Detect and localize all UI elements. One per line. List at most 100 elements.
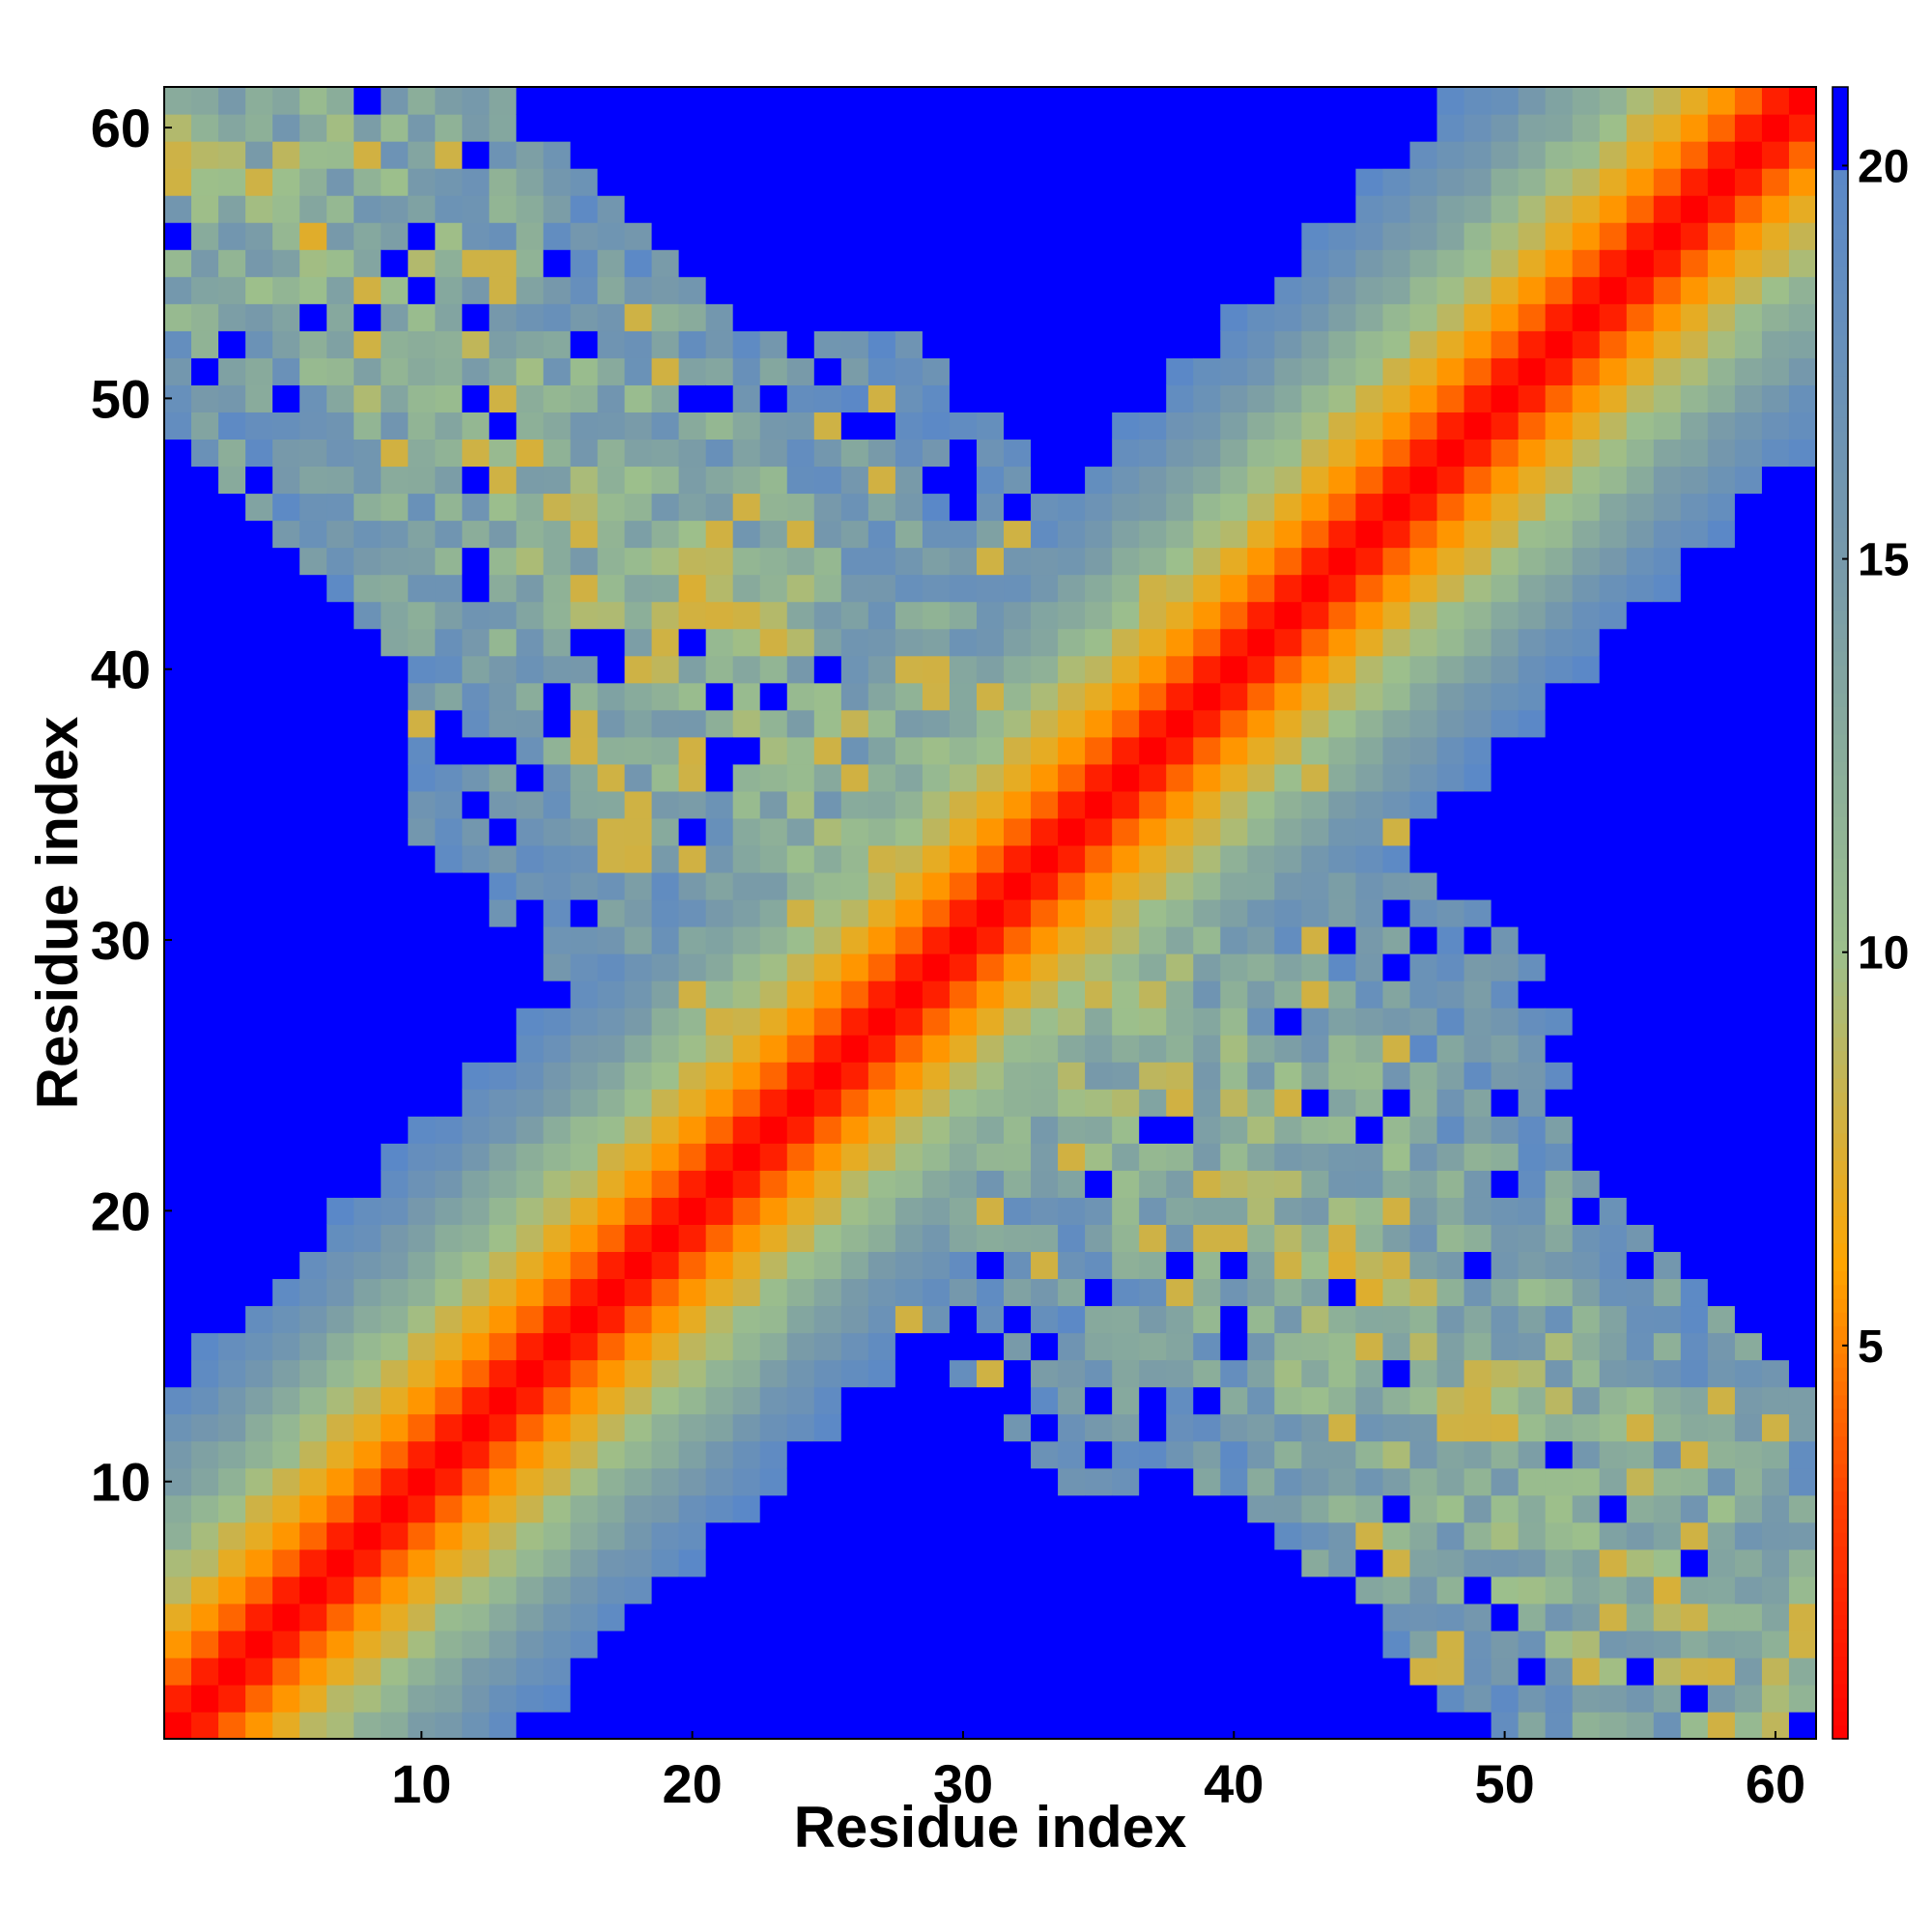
heatmap-cell (435, 330, 463, 358)
heatmap-cell (543, 1251, 572, 1280)
heatmap-cell (840, 953, 869, 981)
heatmap-cell (867, 1711, 896, 1740)
heatmap-cell (1680, 141, 1709, 169)
colorbar-segment (1833, 981, 1848, 997)
heatmap-cell (272, 1359, 300, 1388)
heatmap-cell (1247, 1521, 1275, 1550)
heatmap-cell (1788, 1089, 1817, 1117)
heatmap-cell (1031, 926, 1059, 954)
heatmap-cell (624, 1684, 653, 1713)
heatmap-cell (489, 898, 518, 927)
heatmap-cell (462, 493, 490, 522)
heatmap-cell (327, 168, 355, 196)
heatmap-cell (462, 1684, 490, 1713)
heatmap-cell (245, 682, 273, 711)
heatmap-cell (1491, 1305, 1520, 1334)
heatmap-cell (543, 114, 572, 142)
heatmap-cell (543, 1657, 572, 1686)
heatmap-cell (1274, 1089, 1302, 1117)
heatmap-cell (895, 1143, 923, 1171)
heatmap-cell (1680, 1251, 1709, 1280)
heatmap-cell (327, 1035, 355, 1063)
heatmap-cell (1112, 249, 1140, 277)
heatmap-cell (1409, 953, 1438, 981)
heatmap-cell (1166, 1467, 1194, 1496)
heatmap-cell (1572, 1197, 1601, 1225)
heatmap-cell (327, 1278, 355, 1307)
heatmap-cell (813, 1089, 842, 1117)
heatmap-cell (1355, 520, 1384, 549)
heatmap-cell (1491, 1035, 1520, 1063)
heatmap-cell (1409, 357, 1438, 385)
heatmap-cell (1761, 736, 1790, 765)
heatmap-cell (624, 1413, 653, 1442)
heatmap-cell (354, 1359, 382, 1388)
heatmap-cell (218, 898, 246, 927)
heatmap-cell (1409, 628, 1438, 657)
heatmap-cell (624, 276, 653, 304)
heatmap-cell (922, 1494, 951, 1523)
heatmap-cell (408, 1440, 436, 1469)
heatmap-cell (543, 1467, 572, 1496)
heatmap-cell (705, 249, 734, 277)
heatmap-cell (1680, 357, 1709, 385)
heatmap-cell (1491, 87, 1520, 115)
heatmap-cell (1058, 168, 1086, 196)
heatmap-cell (1058, 1008, 1086, 1036)
heatmap-cell (1761, 1305, 1790, 1334)
heatmap-cell (462, 439, 490, 468)
colorbar-segment (1833, 1642, 1848, 1658)
heatmap-cell (245, 1170, 273, 1198)
heatmap-cell (1355, 871, 1384, 900)
heatmap-cell (462, 1630, 490, 1659)
heatmap-cell (1518, 330, 1547, 358)
heatmap-cell (1572, 1305, 1601, 1334)
heatmap-cell (1301, 1305, 1330, 1334)
heatmap-cell (1680, 1224, 1709, 1253)
heatmap-cell (1599, 1008, 1628, 1036)
heatmap-cell (489, 141, 518, 169)
colorbar-segment (1833, 114, 1848, 129)
heatmap-cell (543, 87, 572, 115)
heatmap-cell (1409, 1386, 1438, 1415)
heatmap-cell (1409, 709, 1438, 738)
heatmap-cell (299, 1684, 327, 1713)
heatmap-cell (1193, 1576, 1221, 1605)
heatmap-cell (922, 1548, 951, 1577)
heatmap-cell (705, 222, 734, 250)
heatmap-cell (624, 601, 653, 630)
heatmap-cell (1220, 736, 1248, 765)
heatmap-cell (299, 1386, 327, 1415)
heatmap-cell (732, 249, 761, 277)
heatmap-cell (327, 114, 355, 142)
heatmap-cell (1274, 520, 1302, 549)
colorbar-segment (1833, 293, 1848, 308)
heatmap-cell (922, 1143, 951, 1171)
heatmap-cell (327, 357, 355, 385)
heatmap-cell (1409, 844, 1438, 873)
heatmap-cell (435, 1224, 463, 1253)
heatmap-cell (867, 1278, 896, 1307)
heatmap-cell (976, 1576, 1005, 1605)
heatmap-cell (1328, 1035, 1357, 1063)
heatmap-cell (1788, 1359, 1817, 1388)
heatmap-cell (732, 439, 761, 468)
heatmap-cell (597, 1062, 626, 1090)
heatmap-cell (1112, 1603, 1140, 1632)
heatmap-cell (678, 466, 707, 495)
heatmap-cell (1680, 493, 1709, 522)
heatmap-cell (678, 1116, 707, 1144)
heatmap-cell (678, 682, 707, 711)
heatmap-cell (462, 926, 490, 954)
heatmap-cell (543, 222, 572, 250)
heatmap-cell (191, 1062, 219, 1090)
heatmap-cell (1653, 1603, 1682, 1632)
heatmap-cell (922, 844, 951, 873)
heatmap-cell (1572, 249, 1601, 277)
heatmap-cell (1707, 222, 1736, 250)
heatmap-cell (597, 628, 626, 657)
heatmap-cell (1328, 736, 1357, 765)
heatmap-cell (1734, 1521, 1763, 1550)
heatmap-cell (786, 222, 815, 250)
heatmap-cell (1058, 655, 1086, 684)
